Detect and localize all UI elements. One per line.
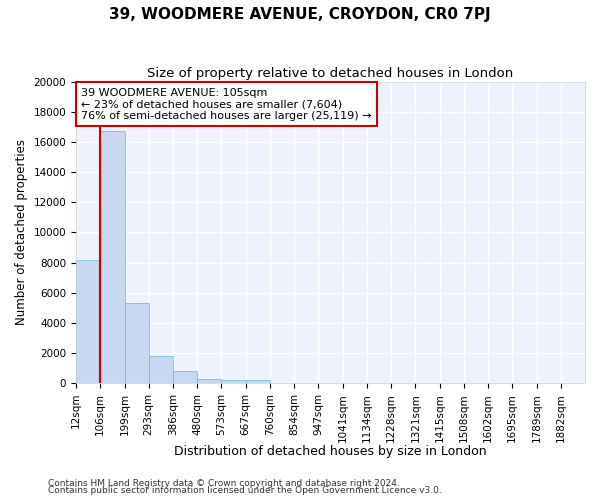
Bar (221, 380, 245, 383)
Bar (149, 356, 173, 383)
Bar (100, 132, 125, 383)
Bar (125, 304, 149, 383)
Bar (173, 371, 197, 383)
X-axis label: Distribution of detached houses by size in London: Distribution of detached houses by size … (174, 444, 487, 458)
Bar (76, 260, 100, 383)
Title: Size of property relative to detached houses in London: Size of property relative to detached ho… (148, 68, 514, 80)
Text: 39, WOODMERE AVENUE, CROYDON, CR0 7PJ: 39, WOODMERE AVENUE, CROYDON, CR0 7PJ (109, 8, 491, 22)
Text: 39 WOODMERE AVENUE: 105sqm
← 23% of detached houses are smaller (7,604)
76% of s: 39 WOODMERE AVENUE: 105sqm ← 23% of deta… (81, 88, 371, 121)
Bar (197, 378, 221, 383)
Text: Contains public sector information licensed under the Open Government Licence v3: Contains public sector information licen… (48, 486, 442, 495)
Text: Contains HM Land Registry data © Crown copyright and database right 2024.: Contains HM Land Registry data © Crown c… (48, 478, 400, 488)
Y-axis label: Number of detached properties: Number of detached properties (15, 140, 28, 326)
Bar (245, 380, 270, 383)
